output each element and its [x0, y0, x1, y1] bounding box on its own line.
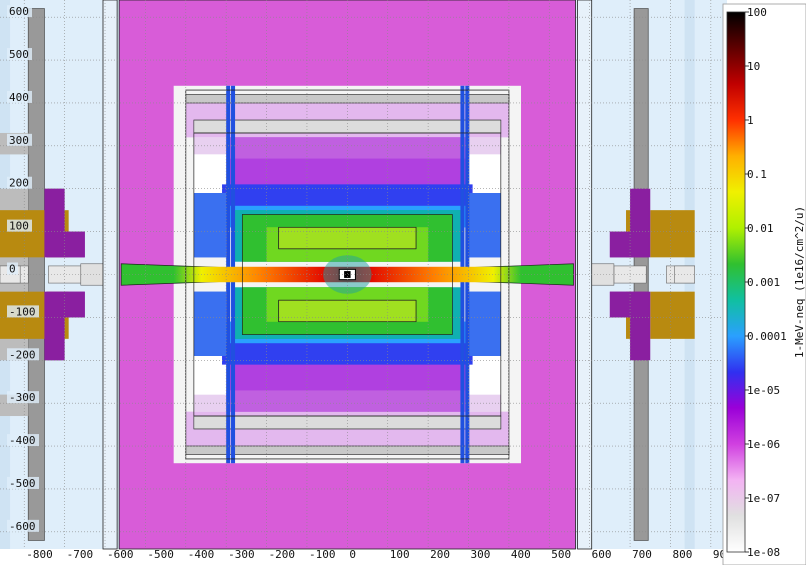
calorimeter-outline: [241, 214, 453, 335]
y-tick-label-bg: [7, 348, 39, 361]
collar-gold: [650, 291, 695, 339]
colorbar-tick-label: 0.0001: [747, 330, 787, 343]
y-tick-label: 400: [9, 91, 29, 104]
y-tick-label-bg: [7, 391, 39, 404]
beampipe-insert: [589, 263, 615, 286]
detector-geometry: [0, 0, 695, 550]
y-tick-label-bg: [7, 176, 32, 189]
x-tick-label: -300: [228, 548, 255, 561]
y-tick-label: -100: [9, 305, 36, 318]
x-tick-label: -200: [269, 548, 296, 561]
y-tick-label: 500: [9, 48, 29, 61]
y-tick-label-bg: [7, 434, 39, 447]
flange-purple: [46, 291, 65, 361]
colorbar-tick-label: 0.01: [747, 222, 774, 235]
y-tick-label: -600: [9, 520, 36, 533]
y-tick-label-bg: [7, 305, 39, 318]
y-tick-label-bg: [7, 48, 32, 61]
x-tick-label: 200: [430, 548, 450, 561]
colorbar-scale: [726, 11, 746, 553]
y-tick-label-bg: [7, 133, 32, 146]
grid-lines: [0, 0, 727, 549]
x-tick-label: 800: [672, 548, 692, 561]
fluence-blue-side: [193, 291, 227, 356]
flange-purple: [609, 291, 631, 318]
x-tick-label: 300: [471, 548, 491, 561]
flange-purple: [64, 291, 85, 318]
x-tick-label: 400: [511, 548, 531, 561]
colorbar-tick-label: 100: [747, 6, 767, 19]
x-tick-label: -100: [309, 548, 336, 561]
colorbar-tick-label: 0.001: [747, 276, 780, 289]
x-tick-label: 100: [390, 548, 410, 561]
y-tick-label: 0: [9, 263, 16, 276]
y-tick-label-bg: [7, 5, 32, 18]
colorbar-tick-label: 1: [747, 114, 754, 127]
y-tick-label: 200: [9, 177, 29, 190]
collar-gold: [650, 210, 695, 258]
axis-tick-labels: -800 -700 -600 -500 -400 -300 -200 -100 0 100 200 3…: [7, 5, 733, 561]
flange-purple: [64, 231, 85, 258]
x-tick-label: 600: [592, 548, 612, 561]
fluence-blue-side: [468, 291, 501, 356]
colorbar: 100 10 1 0.1 0.01 0.001 0.0001 1e-05 1e-06 1e-07 1…: [722, 3, 806, 565]
x-tick-label: -700: [67, 548, 94, 561]
flange-purple: [630, 291, 649, 361]
collar-gold: [0, 210, 45, 258]
flange-purple: [609, 231, 631, 258]
y-tick-label: -500: [9, 477, 36, 490]
colorbar-tick-label: 1e-08: [747, 546, 780, 559]
colorbar-tick-label: 1e-07: [747, 492, 780, 505]
flange-purple: [46, 188, 65, 258]
x-tick-label: 700: [632, 548, 652, 561]
x-tick-label: -800: [26, 548, 53, 561]
y-tick-label: 100: [9, 220, 29, 233]
y-tick-label: 600: [9, 5, 29, 18]
colorbar-tick-label: 10: [747, 60, 760, 73]
y-tick-label: -400: [9, 434, 36, 447]
vertex-core: [344, 271, 351, 278]
x-tick-label: -600: [107, 548, 134, 561]
fluence-blue-side: [468, 193, 501, 258]
x-tick-label: -500: [147, 548, 174, 561]
x-tick-label: 0: [349, 548, 356, 561]
inner-module: [278, 226, 417, 250]
y-tick-label-bg: [7, 90, 32, 103]
x-tick-label: 500: [551, 548, 571, 561]
y-tick-label-bg: [7, 519, 39, 532]
y-tick-label-bg: [7, 262, 18, 275]
x-tick-label: -400: [188, 548, 215, 561]
y-tick-label: -200: [9, 348, 36, 361]
flange-purple: [630, 188, 649, 258]
y-tick-label: 300: [9, 134, 29, 147]
y-tick-label: -300: [9, 391, 36, 404]
colorbar-title: 1-MeV-neq (1e16/cm^2/u): [793, 206, 806, 358]
fluence-blue-side: [193, 193, 227, 258]
colorbar-tick-label: 0.1: [747, 168, 767, 181]
colorbar-tick-label: 1e-05: [747, 384, 780, 397]
colorbar-tick-label: 1e-06: [747, 438, 780, 451]
y-tick-label-bg: [7, 219, 32, 232]
fluence-purple-dark: [226, 364, 469, 391]
y-tick-label-bg: [7, 476, 39, 489]
